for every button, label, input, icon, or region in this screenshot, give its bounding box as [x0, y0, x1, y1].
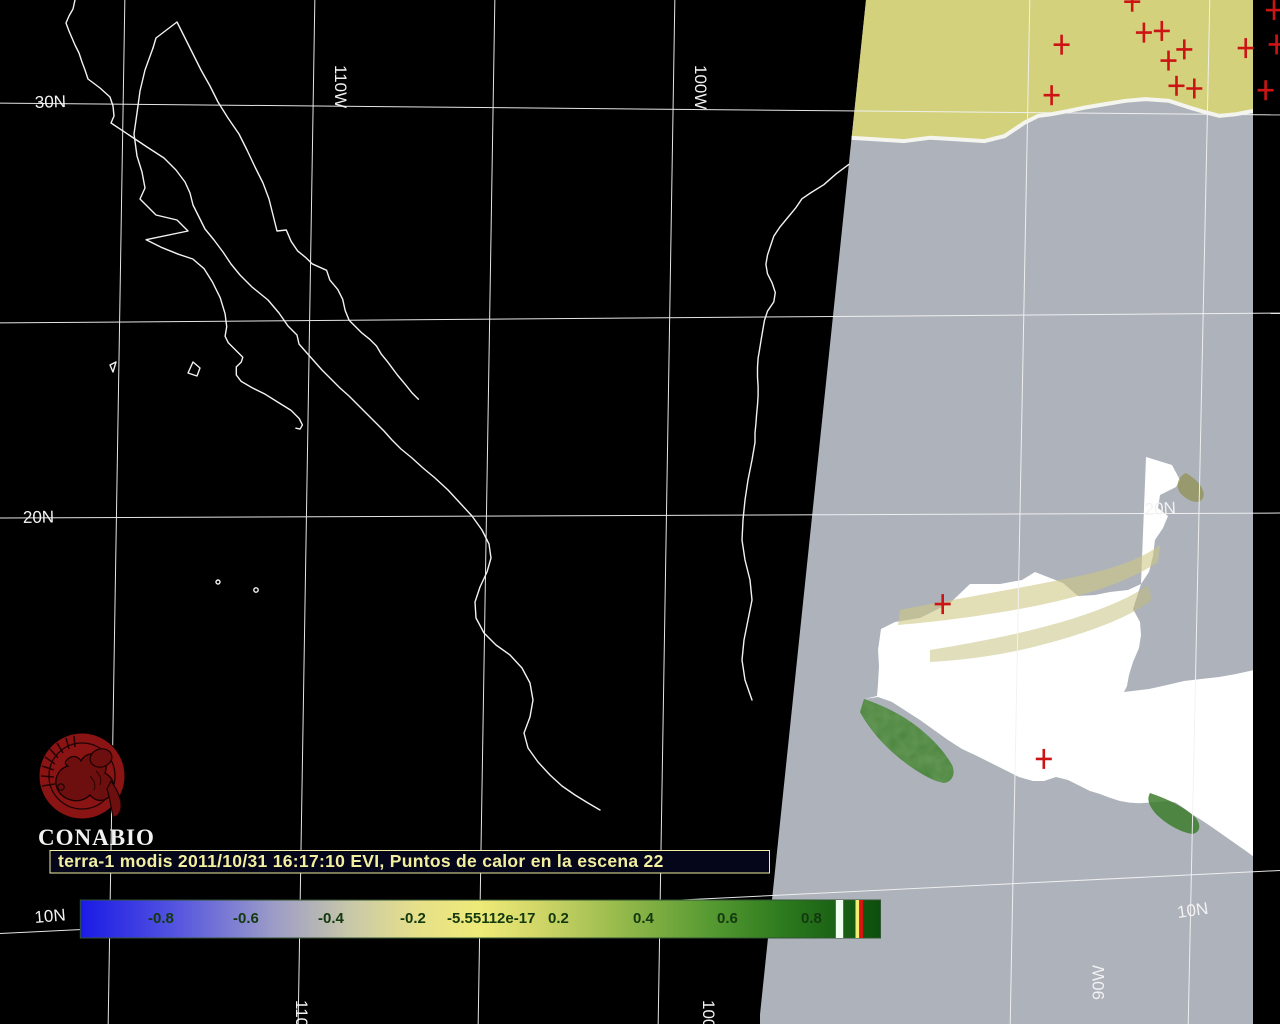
svg-text:-5.55112e-17: -5.55112e-17	[447, 910, 535, 927]
svg-text:100W: 100W	[699, 1000, 718, 1024]
svg-text:0.2: 0.2	[548, 910, 569, 927]
svg-text:-0.8: -0.8	[148, 910, 174, 927]
svg-text:10N: 10N	[34, 905, 67, 927]
svg-text:-0.2: -0.2	[400, 910, 426, 927]
svg-text:20N: 20N	[1144, 498, 1176, 519]
svg-text:30N: 30N	[34, 92, 66, 112]
svg-text:0.6: 0.6	[717, 910, 738, 927]
svg-text:110W: 110W	[331, 65, 350, 108]
svg-text:-0.4: -0.4	[318, 910, 345, 927]
svg-text:terra-1 modis 2011/10/31 16:17: terra-1 modis 2011/10/31 16:17:10 EVI, P…	[58, 851, 664, 871]
svg-text:0.4: 0.4	[633, 910, 655, 927]
svg-text:0.8: 0.8	[801, 910, 822, 927]
svg-text:100W: 100W	[691, 65, 710, 109]
svg-text:110W: 110W	[292, 1000, 311, 1024]
svg-text:20N: 20N	[23, 507, 55, 527]
svg-text:-0.6: -0.6	[233, 910, 259, 927]
svg-text:90W: 90W	[1089, 965, 1108, 1000]
svg-text:CONABIO: CONABIO	[38, 825, 155, 850]
